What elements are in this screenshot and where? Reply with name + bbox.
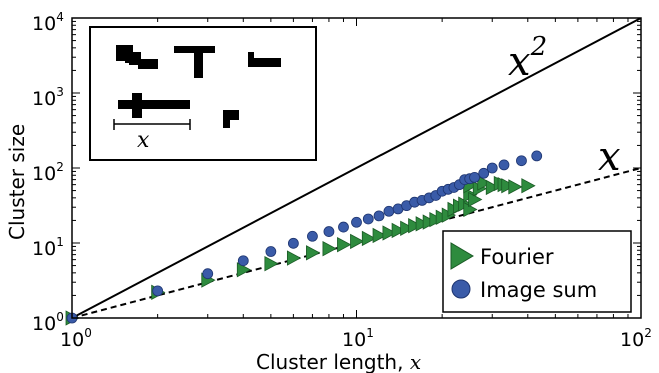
- data-point-fourier: [508, 179, 523, 195]
- x-axis-label: Cluster length, x: [256, 350, 421, 373]
- cluster-shape-2: [174, 46, 215, 78]
- cluster-shape-5: [223, 110, 239, 128]
- y-axis-label: Cluster size: [5, 124, 29, 240]
- data-markers: [65, 150, 543, 326]
- x-tick-label-1: 100: [60, 326, 92, 351]
- data-point-fourier: [322, 241, 337, 257]
- data-point-fourier: [408, 218, 423, 234]
- data-point-fourier: [501, 178, 516, 194]
- data-point-image-sum: [152, 285, 164, 297]
- y-tick-label-1000: 103: [32, 85, 64, 110]
- legend-marker-image-sum: [451, 279, 471, 299]
- y-tick-labels: 100 101 102 103 104: [32, 10, 64, 335]
- legend-marker-fourier: [450, 242, 474, 270]
- cluster-shape-4: [118, 93, 190, 118]
- x-tick-labels: 100 101 102: [60, 326, 652, 351]
- data-point-image-sum: [478, 167, 490, 179]
- data-point-image-sum: [486, 162, 498, 174]
- data-point-image-sum: [351, 216, 362, 228]
- legend-label-fourier: Fourier: [480, 245, 554, 269]
- data-point-fourier: [286, 250, 302, 266]
- data-point-fourier: [485, 179, 501, 196]
- data-point-fourier: [400, 220, 415, 236]
- data-point-fourier: [382, 225, 397, 241]
- ref-label-x: x: [598, 134, 621, 180]
- data-point-image-sum: [516, 155, 527, 167]
- data-point-image-sum: [498, 159, 510, 171]
- data-point-image-sum: [469, 171, 480, 183]
- data-point-fourier: [306, 245, 321, 261]
- axis-ticks: [71, 18, 641, 319]
- data-point-fourier: [521, 178, 536, 194]
- legend: Fourier Image sum: [442, 230, 632, 313]
- x-tick-label-100: 102: [620, 326, 652, 351]
- data-point-image-sum: [202, 268, 214, 280]
- data-point-fourier: [361, 230, 377, 247]
- data-point-image-sum: [338, 221, 349, 233]
- data-point-fourier: [337, 237, 352, 253]
- data-point-image-sum: [531, 150, 543, 162]
- data-point-image-sum: [307, 230, 318, 242]
- data-point-image-sum: [237, 255, 249, 267]
- data-point-fourier: [477, 175, 492, 191]
- data-point-image-sum: [362, 213, 374, 225]
- data-point-fourier: [468, 191, 483, 208]
- ref-label-x-squared: x2: [508, 32, 547, 85]
- y-tick-label-10000: 104: [32, 10, 64, 35]
- data-point-image-sum: [373, 210, 385, 222]
- data-point-fourier: [264, 256, 279, 272]
- legend-label-image-sum: Image sum: [480, 278, 597, 302]
- inset-scale-bar: [113, 119, 191, 130]
- data-point-fourier: [236, 262, 252, 278]
- y-tick-label-100: 102: [32, 160, 64, 185]
- y-tick-label-10: 101: [32, 235, 64, 260]
- data-point-image-sum: [287, 237, 299, 249]
- data-point-fourier: [372, 227, 387, 244]
- inset-scale-label: x: [137, 128, 150, 153]
- y-tick-label-1: 100: [32, 310, 64, 335]
- cluster-shape-3: [248, 52, 281, 67]
- data-point-fourier: [350, 233, 365, 250]
- data-point-fourier: [415, 216, 430, 232]
- x-tick-label-10: 101: [342, 326, 374, 351]
- data-point-image-sum: [265, 246, 277, 257]
- reference-line-power-2: [72, 18, 641, 318]
- inset-cluster-shapes: x: [89, 26, 317, 161]
- data-point-fourier: [391, 222, 406, 239]
- cluster-shape-1: [116, 45, 158, 69]
- data-point-image-sum: [323, 226, 335, 237]
- data-point-image-sum: [383, 205, 395, 217]
